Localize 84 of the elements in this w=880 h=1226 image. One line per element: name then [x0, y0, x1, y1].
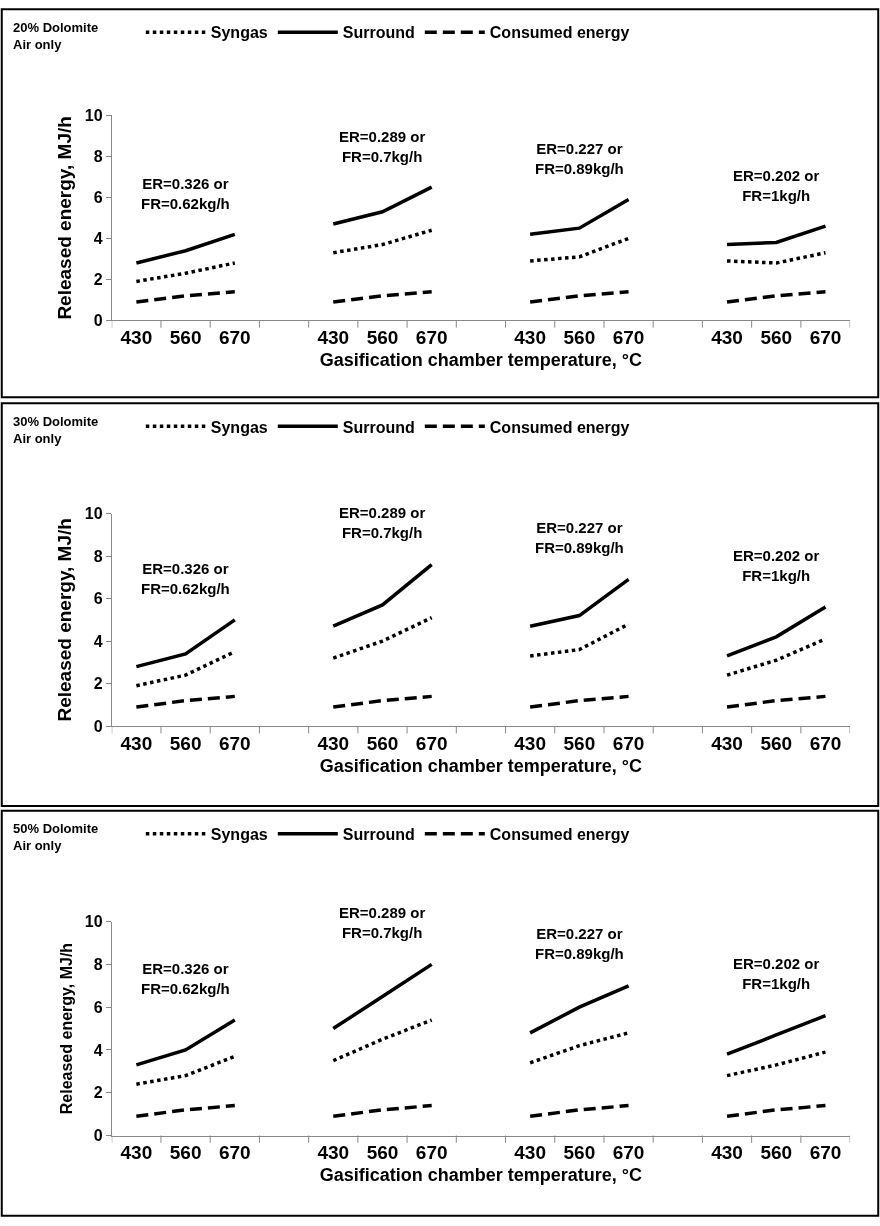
- x-tick-label: 560: [563, 1142, 596, 1164]
- annotation: ER=0.202 or FR=1kg/h: [733, 167, 820, 204]
- y-tick-label: 0: [93, 717, 103, 735]
- x-tick-label: 670: [415, 1142, 448, 1164]
- x-tick-label: 560: [760, 1142, 793, 1164]
- annotation: ER=0.326 or FR=0.62kg/h: [141, 960, 230, 997]
- x-tick-label: 430: [120, 327, 153, 349]
- annotation: ER=0.227 or FR=0.89kg/h: [535, 519, 624, 556]
- chart-title: 30% Dolomite Air only: [13, 414, 99, 446]
- x-tick-label: 560: [366, 732, 399, 754]
- y-tick-label: 6: [93, 998, 103, 1016]
- x-axis-title: Gasification chamber temperature, °C: [319, 1165, 643, 1186]
- y-tick-label: 10: [84, 505, 103, 523]
- y-axis-title: Released energy, MJ/h: [57, 942, 75, 1115]
- x-tick-label: 670: [612, 732, 645, 754]
- y-tick-label: 10: [84, 913, 103, 931]
- annotation: ER=0.289 or FR=0.7kg/h: [339, 904, 426, 941]
- x-tick-label: 670: [809, 327, 842, 349]
- x-tick-label: 670: [612, 1142, 645, 1164]
- x-tick-label: 430: [514, 327, 546, 349]
- x-tick-label: 670: [809, 732, 842, 754]
- x-tick-label: 560: [366, 327, 399, 349]
- legend-label: Surround: [342, 825, 415, 843]
- x-tick-label: 430: [711, 327, 743, 349]
- x-tick-label: 430: [120, 732, 153, 754]
- y-tick-label: 6: [93, 590, 103, 608]
- x-tick-label: 670: [218, 1142, 251, 1164]
- x-tick-label: 670: [218, 732, 251, 754]
- legend-label: Consumed energy: [489, 825, 630, 843]
- x-tick-label: 670: [415, 327, 448, 349]
- y-tick-label: 4: [93, 632, 103, 650]
- y-tick-label: 4: [93, 1041, 103, 1059]
- annotation: ER=0.289 or FR=0.7kg/h: [339, 128, 426, 165]
- y-tick-label: 10: [84, 106, 103, 124]
- x-tick-label: 560: [760, 732, 793, 754]
- x-tick-label: 430: [514, 1142, 546, 1164]
- y-axis-title: Released energy, MJ/h: [53, 518, 75, 722]
- x-tick-label: 430: [317, 327, 350, 349]
- annotation: ER=0.202 or FR=1kg/h: [733, 547, 820, 584]
- chart-title: 50% Dolomite Air only: [13, 821, 99, 853]
- y-tick-label: 8: [93, 955, 103, 973]
- legend-label: Surround: [342, 24, 415, 42]
- x-axis-title: Gasification chamber temperature, °C: [319, 350, 643, 371]
- y-tick-label: 8: [93, 547, 103, 565]
- legend-label: Syngas: [210, 418, 268, 436]
- annotation: ER=0.326 or FR=0.62kg/h: [141, 560, 230, 597]
- x-tick-label: 430: [711, 732, 743, 754]
- y-tick-label: 0: [93, 312, 103, 330]
- legend-label: Syngas: [210, 24, 268, 42]
- annotation: ER=0.326 or FR=0.62kg/h: [141, 175, 230, 212]
- x-tick-label: 560: [169, 327, 202, 349]
- y-tick-label: 2: [93, 675, 103, 693]
- x-tick-label: 430: [120, 1142, 153, 1164]
- x-tick-label: 560: [366, 1142, 399, 1164]
- annotation: ER=0.227 or FR=0.89kg/h: [535, 140, 624, 177]
- x-tick-label: 670: [415, 732, 448, 754]
- legend-label: Consumed energy: [489, 24, 630, 42]
- chart-title: 20% Dolomite Air only: [13, 20, 99, 52]
- x-tick-label: 430: [317, 732, 350, 754]
- y-tick-label: 2: [93, 1084, 103, 1102]
- annotation: ER=0.227 or FR=0.89kg/h: [535, 925, 624, 962]
- x-tick-label: 560: [563, 732, 596, 754]
- x-tick-label: 560: [169, 732, 202, 754]
- y-axis-title: Released energy, MJ/h: [53, 116, 75, 320]
- x-tick-label: 670: [612, 327, 645, 349]
- x-tick-label: 430: [711, 1142, 743, 1164]
- x-tick-label: 430: [514, 732, 546, 754]
- x-axis-title: Gasification chamber temperature, °C: [319, 756, 643, 777]
- x-tick-label: 560: [169, 1142, 202, 1164]
- x-tick-label: 430: [317, 1142, 350, 1164]
- legend-label: Consumed energy: [489, 418, 630, 436]
- y-tick-label: 6: [93, 189, 103, 206]
- x-tick-label: 670: [809, 1142, 842, 1164]
- y-tick-label: 2: [93, 271, 103, 288]
- y-tick-label: 0: [93, 1127, 103, 1145]
- legend-label: Syngas: [210, 825, 268, 843]
- x-tick-label: 560: [760, 327, 793, 349]
- y-tick-label: 8: [93, 147, 103, 165]
- annotation: ER=0.289 or FR=0.7kg/h: [339, 504, 426, 541]
- x-tick-label: 560: [563, 327, 596, 349]
- legend-label: Surround: [342, 418, 415, 436]
- annotation: ER=0.202 or FR=1kg/h: [733, 955, 820, 992]
- y-tick-label: 4: [93, 230, 103, 247]
- x-tick-label: 670: [218, 327, 251, 349]
